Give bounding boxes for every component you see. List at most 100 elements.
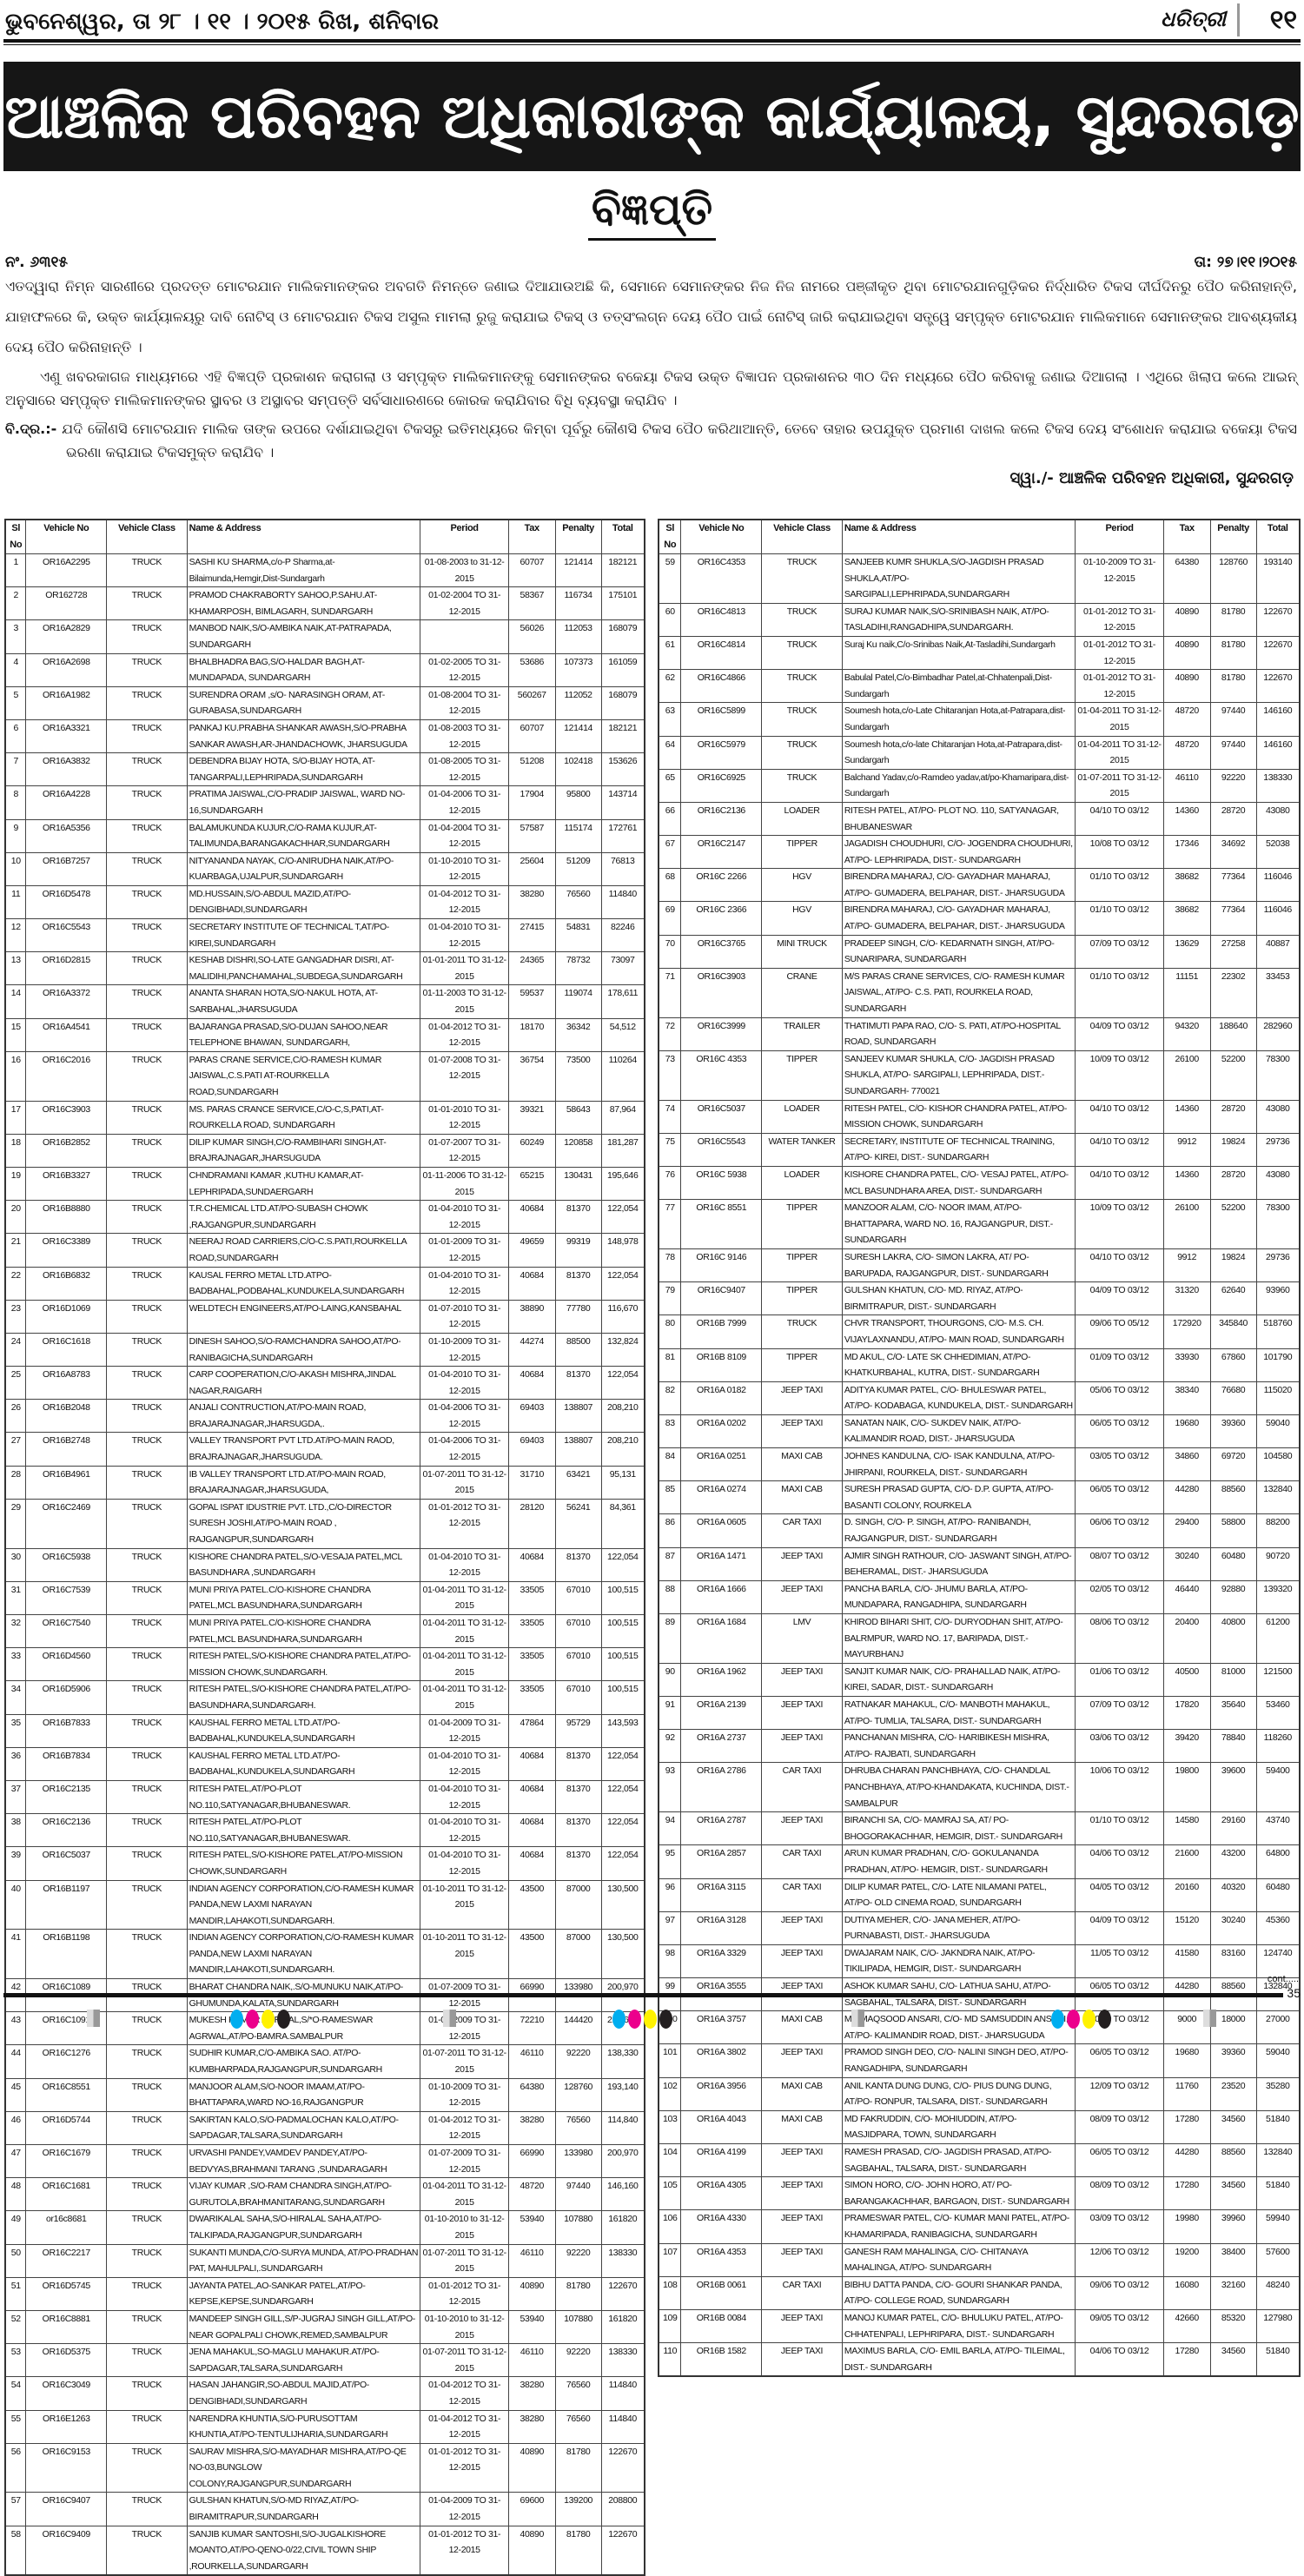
cell-penalty: 139200 [554,2492,602,2526]
cell-penalty: 60480 [1209,1546,1257,1581]
cell-period: 01-07-2011 TO 31-12-2015 [420,2044,509,2079]
cell-sl-no: 14 [4,984,27,1019]
cell-vehicle-class: JEEP TAXI [761,2176,843,2211]
column-header-total: Total [600,519,645,554]
cell-penalty: 92880 [1209,1579,1257,1615]
cell-penalty: 81370 [554,1779,602,1815]
cell-period: 04/06 TO 03/12 [1075,1844,1164,1879]
cell-total: 54,512 [600,1017,645,1052]
cell-tax: 17346 [1162,835,1211,870]
cell-vehicle-class: TRUCK [761,702,843,737]
cell-penalty: 121414 [554,553,602,588]
cell-name-address: RITESH PATEL,AT/PO-PLOT NO.110,SATYANAGA… [186,1779,421,1815]
cell-sl-no: 25 [4,1366,27,1401]
cell-tax: 43500 [507,1879,556,1930]
cell-tax: 40890 [507,2276,556,2311]
table-row: 110 OR16B 1582 JEEP TAXI MAXIMUS BARLA, C/O… [658,2342,1301,2377]
cell-period: 01-04-2012 TO 31-12-2015 [420,1017,509,1052]
cell-period: 01-01-2012 TO 31-12-2015 [1075,669,1164,704]
registration-dot [1067,2010,1080,2029]
cell-sl-no: 10 [4,851,27,886]
cell-vehicle-class: TRUCK [106,1100,188,1135]
cell-vehicle-no: OR16C9407 [680,1281,763,1316]
cell-penalty: 121414 [554,718,602,754]
cell-period: 04/10 TO 03/12 [1075,1099,1164,1134]
registration-dot [659,2010,672,2029]
cell-total: 282960 [1255,1016,1301,1051]
cell-total: 116046 [1255,901,1301,936]
table-row: 105 OR16A 4305 JEEP TAXI SIMON HORO, C/O- J… [658,2176,1301,2211]
cell-name-address: MS. PARAS CRANCE SERVICE,C/O-C,S,PATI,AT… [186,1100,421,1135]
cell-period: 01-10-2010 TO 31-12-2015 [420,851,509,886]
cell-sl-no: 109 [658,2308,682,2344]
cell-period: 01-01-2009 TO 31-12-2015 [420,2011,509,2046]
cell-tax: 18170 [507,1017,556,1052]
cell-sl-no: 106 [658,2209,682,2244]
cell-vehicle-class: TRUCK [106,2492,188,2526]
cell-name-address: GANESH RAM MAHALINGA, C/O- CHITANAYA MAH… [841,2242,1076,2277]
cell-total: 118260 [1255,1729,1301,1764]
cell-tax: 38280 [507,2376,556,2411]
cell-vehicle-no: or16c8681 [25,2210,108,2245]
cell-sl-no: 58 [4,2525,27,2576]
cell-name-address: RITESH PATEL,AT/PO-PLOT NO.110,SATYANAGA… [186,1813,421,1848]
cell-total: 130,500 [600,1929,645,1980]
cell-vehicle-class: TRUCK [761,553,843,604]
cell-vehicle-class: TRAILER [761,1016,843,1051]
cell-sl-no: 64 [658,735,682,770]
cell-penalty: 144420 [554,2011,602,2046]
cell-sl-no: 53 [4,2343,27,2378]
registration-dot [277,2010,290,2029]
cell-penalty: 87000 [554,1929,602,1980]
cell-vehicle-class: TRUCK [106,2110,188,2146]
cell-tax: 46440 [1162,1579,1211,1615]
table-row: 22 OR16B6832 TRUCK KAUSAL FERRO METAL LTD.A… [4,1266,645,1301]
cell-name-address: CHNDRAMANI KAMAR ,KUTHU KAMAR,AT-LEPHRIP… [186,1166,421,1202]
cell-vehicle-class: TRUCK [106,1613,188,1649]
cell-total: 116,670 [600,1299,645,1334]
cell-vehicle-class: TRUCK [106,1299,188,1334]
cell-sl-no: 20 [4,1200,27,1235]
cell-sl-no: 81 [658,1348,682,1382]
cell-penalty: 39960 [1209,2209,1257,2244]
cell-penalty: 76680 [1209,1381,1257,1415]
cell-total: 78300 [1255,1050,1301,1101]
cell-tax: 64380 [507,2077,556,2112]
cell-vehicle-no: OR16C4813 [680,602,763,637]
cell-vehicle-no: OR16A 2786 [680,1762,763,1813]
cell-total: 35280 [1255,2076,1301,2111]
cell-name-address: INDIAN AGENCY CORPORATION,C/O-RAMESH KUM… [186,1929,421,1980]
cell-sl-no: 21 [4,1233,27,1268]
cell-period: 01-07-2011 TO 31-12-2015 [1075,768,1164,803]
table-row: 60 OR16C4813 TRUCK SURAJ KUMAR NAIK,S/O-SRI… [658,602,1301,637]
cell-total: 121500 [1255,1662,1301,1697]
cell-vehicle-no: OR16B 0061 [680,2275,763,2310]
cell-tax: 38890 [507,1299,556,1334]
table-row: 54 OR16C3049 TRUCK HASAN JAHANGIR,SO-ABDUL … [4,2376,645,2411]
cell-tax: 38340 [1162,1381,1211,1415]
cell-penalty: 112053 [554,619,602,654]
cell-vehicle-class: TRUCK [106,718,188,754]
table-row: 87 OR16A 1471 JEEP TAXI AJMIR SINGH RATHOUR… [658,1546,1301,1581]
cell-penalty: 81370 [554,1746,602,1781]
cell-total: 161820 [600,2309,645,2345]
cell-period: 01-04-2009 TO 31-12-2015 [420,2492,509,2526]
cell-name-address: Suraj Ku naik,C/o-Srinibas Naik,At-Tasla… [841,635,1076,671]
cell-sl-no: 9 [4,818,27,853]
cell-tax: 48720 [1162,735,1211,770]
cell-tax: 17820 [1162,1695,1211,1731]
cell-sl-no: 98 [658,1944,682,1979]
registration-dot [1082,2010,1095,2029]
cell-total: 178,611 [600,984,645,1019]
cell-tax: 66990 [507,2143,556,2179]
cell-vehicle-class: TRUCK [106,1432,188,1467]
cell-tax: 53686 [507,652,556,687]
cell-total: 132840 [1255,1480,1301,1515]
cell-vehicle-class: TRUCK [106,1813,188,1848]
table-row: 8 OR16A4228 TRUCK PRATIMA JAISWAL,C/O-PRADI… [4,785,645,820]
cell-penalty: 40320 [1209,1877,1257,1912]
cell-vehicle-no: OR16C5037 [25,1846,108,1881]
cell-tax: 40684 [507,1266,556,1301]
cell-vehicle-no: OR16C4866 [680,669,763,704]
cell-sl-no: 27 [4,1432,27,1467]
